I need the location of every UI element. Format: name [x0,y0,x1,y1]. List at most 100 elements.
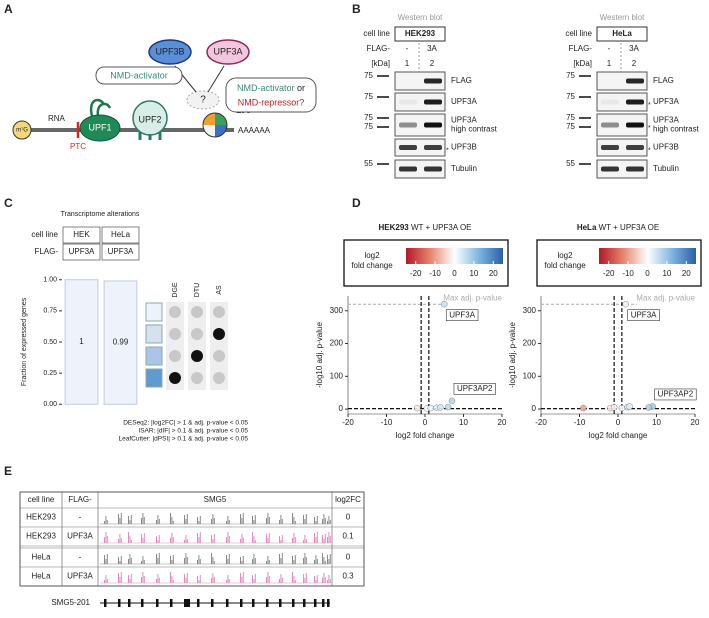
blot-label: Tubulin [653,164,679,173]
legend-title: log2 [557,251,573,260]
marker: 75 [566,122,575,131]
bar [103,280,138,405]
coverage [316,516,318,524]
coverage [280,558,282,564]
coverage [212,539,214,543]
upf1-helicase [89,98,112,117]
band [601,145,619,150]
coverage [314,576,315,583]
point-label: UPF3A [631,310,657,319]
cell-line: HeLa [31,553,51,562]
x-tick-label: -10 [574,418,586,427]
y-tick-label: 300 [330,306,344,315]
bar [64,279,99,405]
coverage [322,553,323,564]
coverage [241,534,243,543]
coverage [106,554,108,564]
lane: - [608,44,611,53]
chart-title: Transcriptome alterations [61,211,140,218]
coverage [211,519,212,524]
coverage [119,577,121,583]
legend-tick-label: 20 [489,269,498,278]
coverage [228,520,230,524]
coverage [254,558,256,564]
panel-a: m⁷G RNA PTC UPF1 UPF2 EJC AAAAAA ? UPF3B… [12,39,317,151]
coverage [172,521,174,524]
cell-line: HEK293 [26,532,56,541]
coverage [199,516,201,524]
band [399,145,417,150]
point [610,404,618,411]
matrix-dot [169,328,181,340]
y-tick-label: 100 [330,371,344,380]
coverage [281,519,283,524]
exon [266,599,269,607]
coverage [104,521,105,524]
exon [211,599,214,607]
bubble [225,77,317,113]
marker: 75 [364,113,373,122]
matrix-dot [213,350,225,362]
value-label: 1 [79,337,84,346]
row-label: FLAG- [568,44,592,53]
note: * [648,125,651,132]
blot-label: FLAG [653,76,674,85]
coverage [171,517,173,524]
band [399,166,417,172]
coverage [157,574,159,583]
coverage [226,580,227,583]
coverage [156,579,157,583]
coverage [304,519,306,524]
band [626,166,644,172]
coverage [227,516,229,524]
log2fc: 0 [346,553,351,562]
coverage [268,576,270,583]
coverage [266,561,267,564]
coverage [228,554,230,564]
coverage [212,557,214,564]
coverage [268,560,270,564]
blot [596,92,648,112]
coverage [322,535,323,543]
coverage [240,557,241,564]
coverage [329,579,331,583]
coverage [279,520,280,524]
band [399,122,417,128]
coverage [172,555,174,564]
marker: 55 [364,159,373,168]
matrix-column-label: AS [216,285,223,295]
coverage [303,558,304,564]
x-tick-label: -10 [381,418,393,427]
coverage [324,561,326,564]
table-cell [62,243,101,261]
x-tick-label: 10 [652,418,661,427]
coverage [128,575,129,583]
coverage [105,516,107,524]
legend-tick-label: 10 [469,269,478,278]
cap [12,120,32,140]
coverage [211,553,212,564]
coverage [253,520,255,524]
row-label: [kDa] [371,59,390,68]
coverage [327,537,328,543]
coverage [227,559,229,564]
flag: UPF3A [69,247,95,256]
coverage [315,521,317,524]
coverage [267,513,269,524]
table-cell [101,226,140,244]
matrix-dot [213,328,225,340]
max-line-label: Max adj. p-value [443,293,502,302]
point [437,404,444,411]
coverage [279,536,280,543]
coverage [157,558,159,564]
coverage [322,519,323,524]
coverage [292,513,293,524]
coverage [171,576,173,583]
band [424,145,442,150]
coverage [241,561,243,564]
table-cell [101,243,140,261]
point [448,397,456,405]
legend-tick-label: -10 [622,269,634,278]
y-tick-label: 200 [330,339,344,348]
coverage [323,539,325,543]
